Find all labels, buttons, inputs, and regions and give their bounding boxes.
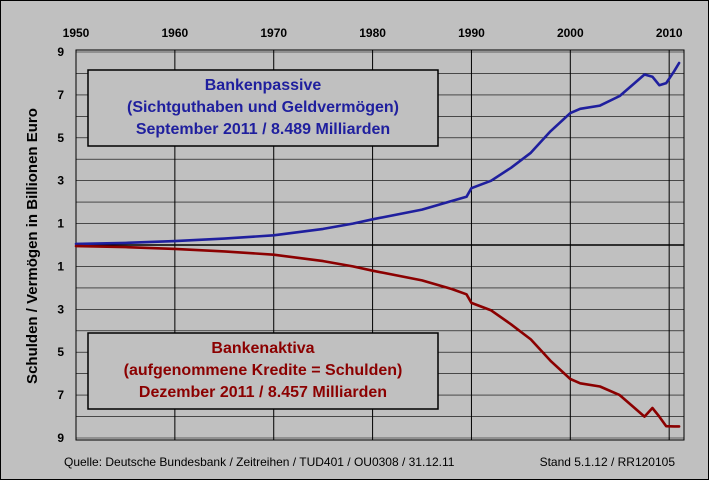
lower-annotation-frame (87, 332, 439, 410)
source-note: Quelle: Deutsche Bundesbank / Zeitreihen… (64, 455, 455, 469)
series-lines (74, 61, 681, 428)
upper-box-subtitle: (Sichtguthaben und Geldvermögen) (127, 99, 399, 116)
x-tick-label: 1980 (359, 26, 386, 40)
y-tick-label: 1 (57, 217, 64, 231)
y-tick-label: 7 (57, 88, 64, 102)
upper-annotation-box: Bankenpassive (Sichtguthaben und Geldver… (87, 69, 439, 147)
lower-box-value: Dezember 2011 / 8.457 Milliarden (139, 384, 387, 401)
y-tick-label: 7 (57, 388, 64, 402)
y-tick-label: 9 (57, 431, 64, 445)
y-tick-label: 3 (57, 302, 64, 316)
lower-box-subtitle: (aufgenommene Kredite = Schulden) (124, 362, 403, 379)
series-line-bankenpassive (74, 61, 681, 246)
x-tick-label: 2000 (557, 26, 584, 40)
upper-annotation-frame (87, 69, 439, 147)
y-tick-label: 5 (57, 131, 64, 145)
series-line-bankenaktiva (74, 244, 681, 428)
y-tick-label: 5 (57, 345, 64, 359)
y-axis-ticks: 9 7 5 3 1 1 3 5 7 9 (57, 45, 64, 445)
y-tick-label: 1 (57, 259, 64, 273)
y-tick-label: 3 (57, 174, 64, 188)
x-tick-label: 1990 (458, 26, 485, 40)
y-tick-label: 9 (57, 45, 64, 59)
stand-note: Stand 5.1.12 / RR120105 (540, 455, 676, 469)
x-axis-ticks: 1950 1960 1970 1980 1990 2000 2010 (63, 26, 683, 40)
x-tick-label: 1970 (260, 26, 287, 40)
x-tick-label: 2010 (656, 26, 683, 40)
lower-box-title: Bankenaktiva (211, 340, 314, 357)
y-axis-label: Schulden / Vermögen in Billionen Euro (24, 108, 41, 384)
x-tick-label: 1950 (63, 26, 90, 40)
x-tick-label: 1960 (162, 26, 189, 40)
lower-annotation-box: Bankenaktiva (aufgenommene Kredite = Sch… (87, 332, 439, 410)
upper-box-value: September 2011 / 8.489 Milliarden (136, 121, 390, 138)
upper-box-title: Bankenpassive (205, 77, 322, 94)
